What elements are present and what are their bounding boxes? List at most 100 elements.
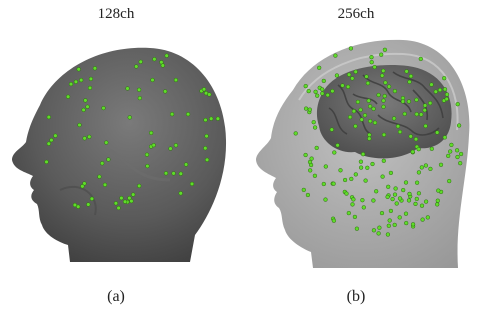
electrode-dot [423,163,429,168]
electrode-dot [428,166,433,172]
electrode-dot [83,98,88,103]
electrode-dot [345,84,351,89]
electrode-dot [382,93,387,99]
electrode-dot [325,92,330,98]
electrode-dot [87,134,92,139]
electrode-dot [397,215,402,220]
electrode-dot [366,98,371,103]
electrode-dot [391,116,397,121]
electrode-dot [388,170,394,176]
electrode-dot [406,198,412,203]
electrode-dot [446,153,451,159]
electrode-dot [354,226,360,231]
electrode-dot [344,191,349,196]
electrode-dot [360,198,365,203]
electrode-dot [314,145,319,151]
electrode-dot [416,170,422,175]
electrode-dot [150,77,155,83]
electrode-dot [79,77,84,83]
electrode-dot [401,187,406,193]
electrode-dot [429,146,434,151]
electrode-dot [127,195,132,201]
electrode-dot [86,202,91,207]
electrode-dot [106,157,111,162]
electrode-points-a [44,53,221,211]
electrode-dot [386,84,392,89]
electrode-dot [305,192,311,198]
electrode-dot [386,184,391,189]
electrode-dot [400,99,406,104]
electrode-dot [381,104,386,109]
electrode-dot [209,116,214,121]
electrode-dot [428,100,433,106]
electrode-dot [137,183,142,189]
electrode-dot [349,176,354,182]
electrode-dot [369,55,374,60]
electrode-dot [447,178,452,184]
electrode-dot [311,120,316,125]
electrode-dot [381,98,386,103]
electrode-dot [376,231,381,236]
electrode-dot [116,205,121,211]
electrode-dot [72,202,78,208]
electrode-dot [68,81,74,87]
electrode-dot [397,196,403,201]
electrode-dot [388,208,394,214]
electrode-dot [390,196,395,202]
electrode-dot [410,149,415,154]
electrode-dot [372,120,378,125]
electrode-dot [364,74,369,79]
electrode-dot [134,64,139,69]
electrode-dot [383,80,388,85]
electrode-dot [330,88,335,94]
electrode-dot [338,168,343,173]
electrode-dot [113,201,119,206]
electrode-dot [363,178,368,183]
electrode-dot [87,85,93,91]
electrode-dot [392,192,398,197]
electrode-dot [371,198,376,203]
electrode-dot [334,73,340,78]
electrode-dot [293,131,298,136]
electrode-dot [397,129,403,135]
panel-a-title: 128ch [97,6,135,22]
electrode-dot [152,57,157,62]
electrode-dot [351,109,357,114]
electrode-dot [458,151,464,157]
electrode-dot [414,180,420,185]
electrode-dot [173,77,179,83]
electrode-dot [444,92,450,97]
electrode-dot [131,192,136,197]
electrode-dot [442,135,447,140]
electrode-dot [312,173,318,178]
electrode-dot [76,67,81,72]
electrode-dot [104,140,109,145]
electrode-dot [320,87,325,92]
electrode-dot [163,171,169,176]
electrode-dot [403,180,409,185]
electrode-dot [358,107,363,112]
electrode-dot [346,72,352,77]
electrode-dot [122,199,128,204]
electrode-dot [362,113,368,118]
electrode-dot [350,76,355,81]
electrode-dot [76,204,81,209]
electrode-dot [203,146,208,151]
electrode-dot [377,225,382,230]
electrode-dot [306,88,311,94]
electrode-dot [365,81,371,86]
electrode-dot [386,223,391,228]
electrode-dot [382,47,388,52]
electrode-dot [204,133,209,139]
head-shape-a [12,47,227,262]
electrode-dot [82,136,87,141]
electrode-dot [387,218,392,223]
electrode-dot [347,114,353,120]
electrode-dot [385,232,391,237]
electrode-dot [351,197,356,202]
electrode-dot [420,217,425,222]
electrode-dot [381,132,387,137]
electrode-dot [168,146,173,151]
electrode-dot [416,147,421,152]
electrode-dot [321,181,326,187]
